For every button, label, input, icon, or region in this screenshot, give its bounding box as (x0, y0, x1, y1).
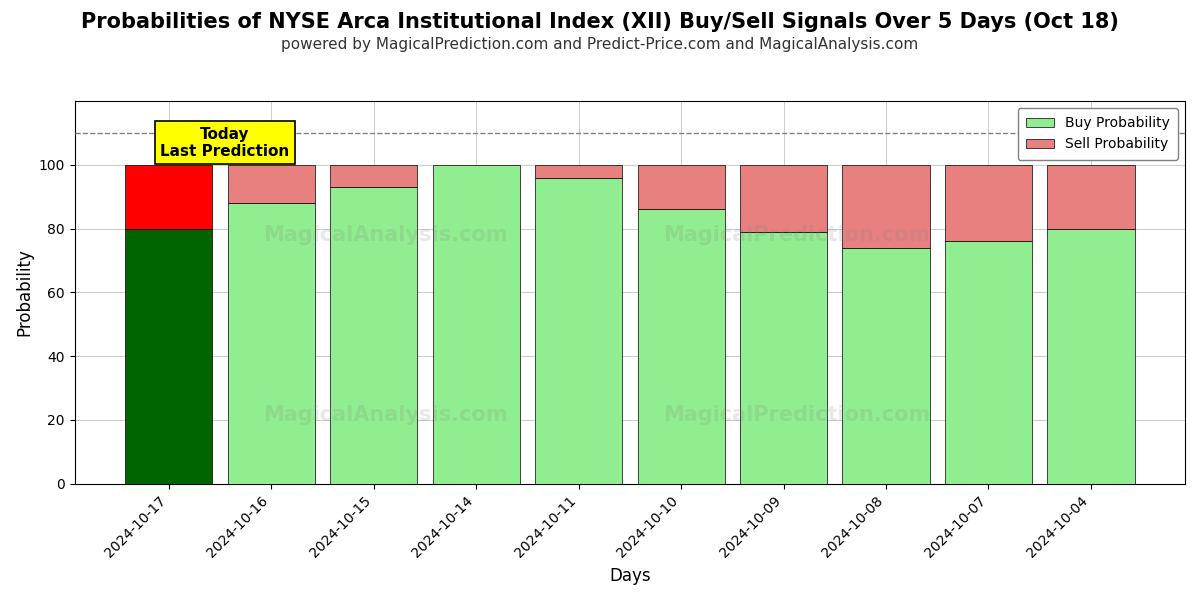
Bar (842, 248, 930, 484)
Text: MagicalAnalysis.com: MagicalAnalysis.com (263, 405, 508, 425)
Bar (535, 165, 622, 178)
Bar (228, 203, 314, 484)
Bar (125, 165, 212, 229)
Text: Today
Last Prediction: Today Last Prediction (161, 127, 289, 159)
Bar (1048, 229, 1134, 484)
Bar (432, 165, 520, 484)
Bar (330, 165, 418, 187)
Bar (637, 209, 725, 484)
Legend: Buy Probability, Sell Probability: Buy Probability, Sell Probability (1018, 108, 1178, 160)
Bar (1048, 165, 1134, 229)
Bar (637, 165, 725, 209)
X-axis label: Days: Days (610, 567, 650, 585)
Bar (228, 165, 314, 203)
Bar (330, 187, 418, 484)
Text: MagicalPrediction.com: MagicalPrediction.com (662, 405, 930, 425)
Bar (740, 165, 827, 232)
Bar (842, 165, 930, 248)
Bar (535, 178, 622, 484)
Text: MagicalAnalysis.com: MagicalAnalysis.com (263, 225, 508, 245)
Bar (944, 165, 1032, 241)
Bar (125, 229, 212, 484)
Text: MagicalPrediction.com: MagicalPrediction.com (662, 225, 930, 245)
Bar (740, 232, 827, 484)
Bar (944, 241, 1032, 484)
Text: Probabilities of NYSE Arca Institutional Index (XII) Buy/Sell Signals Over 5 Day: Probabilities of NYSE Arca Institutional… (82, 12, 1118, 32)
Text: powered by MagicalPrediction.com and Predict-Price.com and MagicalAnalysis.com: powered by MagicalPrediction.com and Pre… (281, 37, 919, 52)
Y-axis label: Probability: Probability (16, 248, 34, 337)
